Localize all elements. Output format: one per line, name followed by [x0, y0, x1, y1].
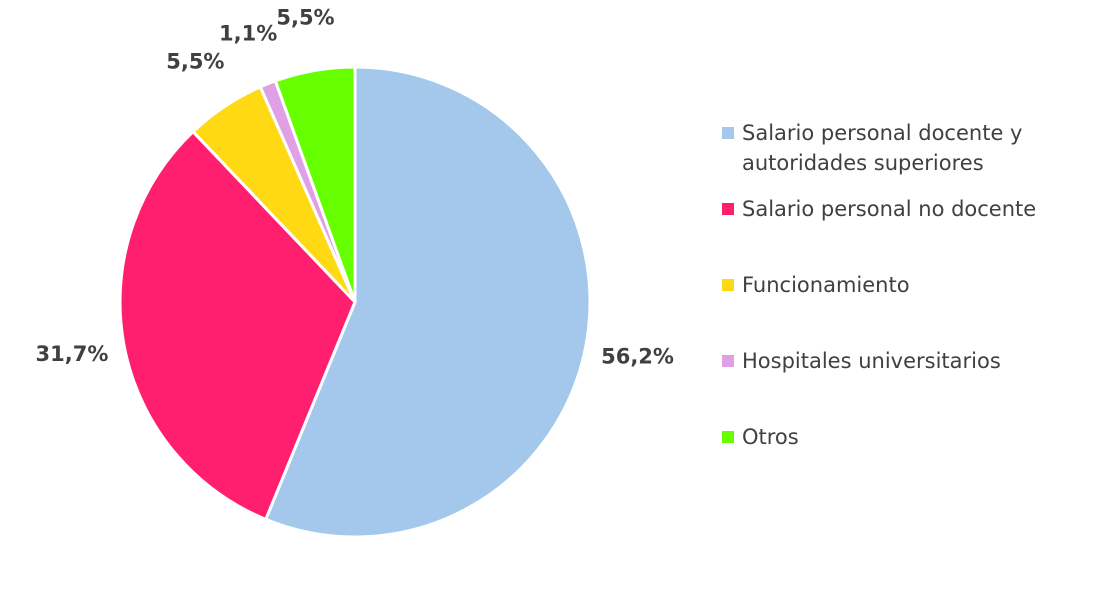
legend-swatch [722, 355, 734, 367]
legend-label: Otros [742, 425, 799, 449]
legend-label: Funcionamiento [742, 273, 910, 297]
legend-item: Salario personal no docente [722, 194, 1082, 270]
data-label: 5,5% [166, 49, 224, 73]
legend-item: Funcionamiento [722, 270, 1082, 346]
data-label: 1,1% [219, 22, 277, 46]
legend-item: Otros [722, 422, 1082, 498]
pie-slice [273, 65, 357, 303]
legend-swatch [722, 431, 734, 443]
legend-label: Salario personal no docente [742, 197, 1037, 221]
pie-slice [118, 129, 357, 522]
legend: Salario personal docente y autoridades s… [722, 118, 1082, 498]
legend-item: Salario personal docente y autoridades s… [722, 118, 1082, 194]
legend-swatch [722, 203, 734, 215]
legend-label: Salario personal docente y autoridades s… [742, 121, 1023, 175]
data-label: 5,5% [276, 5, 334, 29]
legend-item: Hospitales universitarios [722, 346, 1082, 422]
legend-swatch [722, 279, 734, 291]
data-label: 31,7% [36, 342, 109, 366]
pie-slice [263, 65, 592, 539]
data-label: 56,2% [601, 345, 674, 369]
legend-swatch [722, 127, 734, 139]
legend-label: Hospitales universitarios [742, 349, 1001, 373]
